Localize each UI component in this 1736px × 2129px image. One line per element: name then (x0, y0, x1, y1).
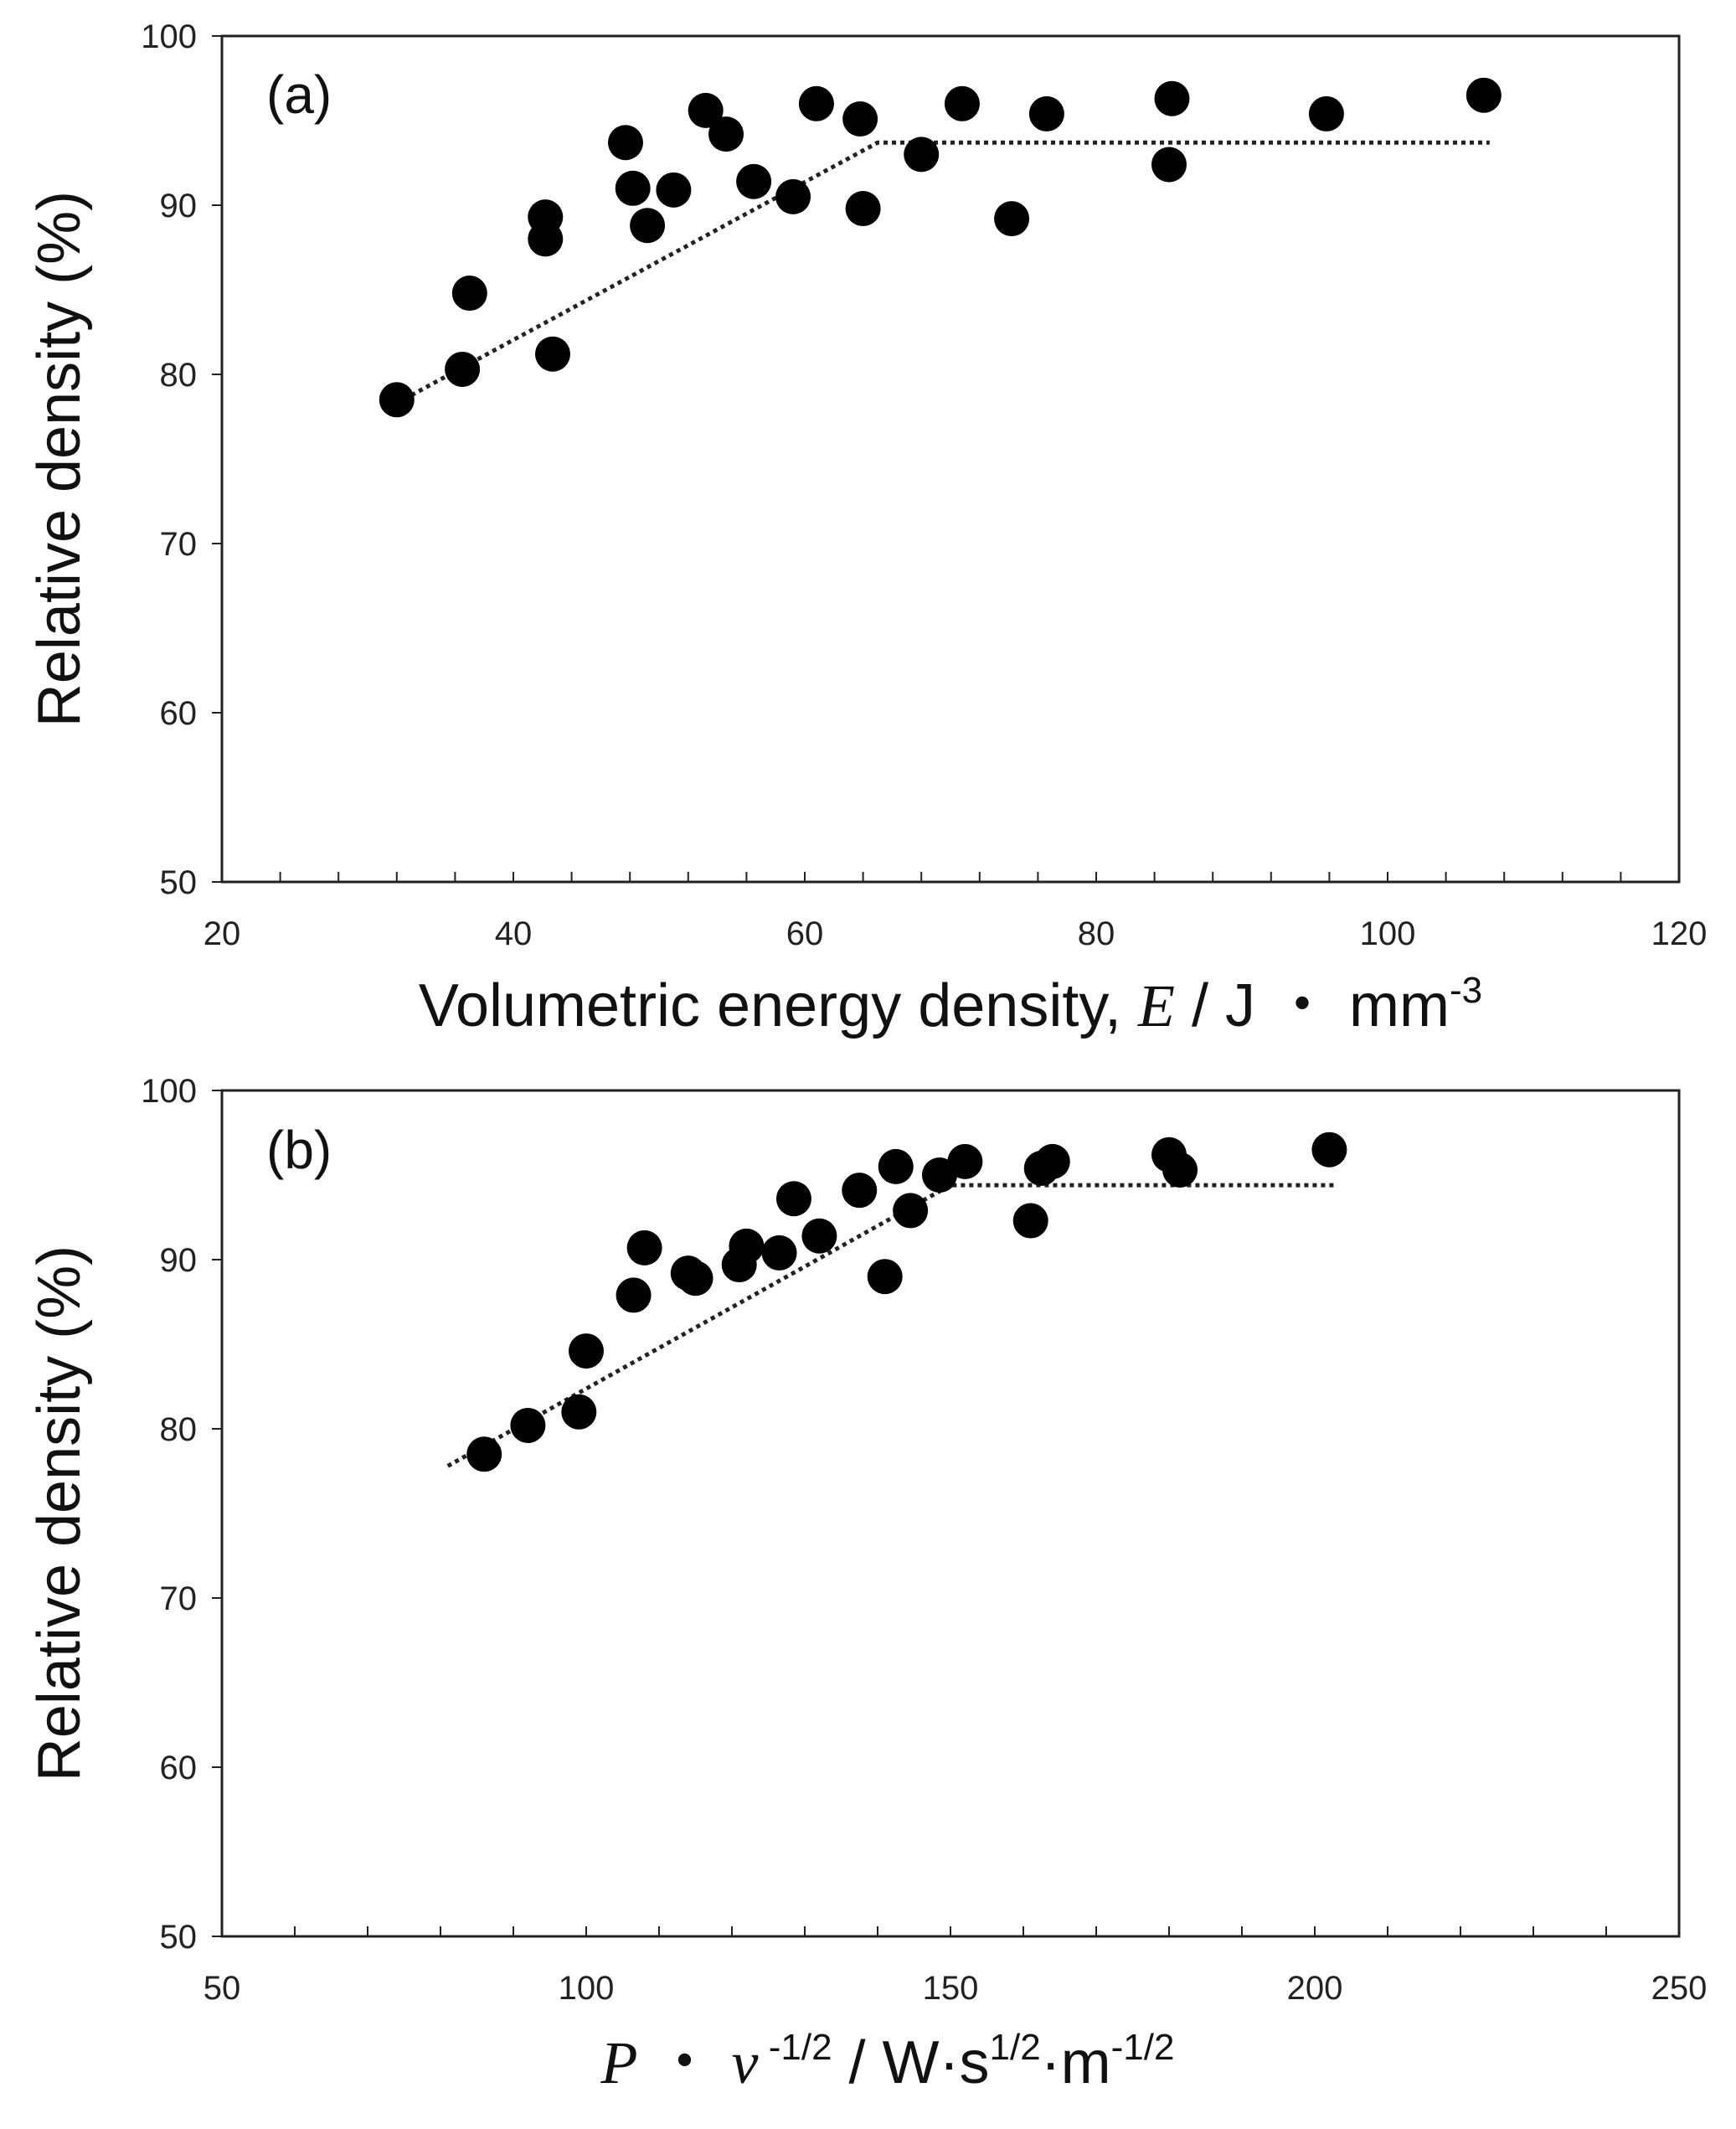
x-axis-label-b-var2: v (732, 2029, 759, 2096)
panel-a-data-point (445, 351, 481, 387)
x-axis-label-a-sup: -3 (1450, 970, 1482, 1011)
plot-frame-b (220, 1089, 1681, 1938)
x-axis-label-b: P ・ v -1/2 / W·s1/2·m-1/2 (600, 2027, 1175, 2096)
panel-b: (b) 50 100 150 200 250 50 60 70 80 90 100 Relative… (26, 1073, 1707, 2096)
panel-b-data-point (569, 1333, 604, 1369)
panel-b-data-point (729, 1228, 765, 1264)
panel-a-data-point (1154, 80, 1190, 116)
x-axis-label-b-sup2: 1/2 (990, 2027, 1041, 2068)
x-axis-label-b-sup3: -1/2 (1111, 2027, 1175, 2068)
y-axis-label-b: Relative density (%) (26, 1245, 93, 1781)
panel-b-data-point (561, 1394, 597, 1430)
panel-b-data-point (893, 1193, 929, 1229)
panel-b-y-tick-label: 60 (160, 1750, 198, 1786)
panel-a-data-point (775, 178, 811, 214)
x-axis-label-b-dot: ・ (638, 2029, 732, 2096)
panel-b-data-point (842, 1173, 878, 1209)
panel-a-data-point (630, 208, 666, 244)
panel-a-x-tick-label: 80 (1078, 915, 1115, 952)
x-axis-label-a-text: Volumetric energy density, (419, 972, 1138, 1039)
panel-b-data-point (1311, 1132, 1347, 1168)
panel-a-x-tick-label: 40 (495, 915, 533, 952)
y-axis-label-a: Relative density (%) (26, 191, 93, 727)
panel-a-y-tick-label: 100 (141, 18, 197, 55)
panel-a-x-tick-label: 60 (786, 915, 824, 952)
panel-b-data-point (510, 1407, 546, 1443)
panel-b-data-point (1012, 1203, 1048, 1239)
panel-a-y-tick-label: 60 (160, 695, 198, 732)
panel-a-data-point (656, 172, 692, 208)
panel-a-data-point (736, 163, 772, 199)
panel-a-data-point (994, 201, 1030, 237)
panel-b-data-point (775, 1181, 811, 1217)
panel-a-data-point (607, 125, 643, 161)
panel-a-data-point (708, 116, 744, 152)
panel-b-y-tick-label: 50 (160, 1919, 198, 1956)
panel-a-data-point (528, 221, 564, 257)
panel-a-data-point (534, 336, 570, 372)
panel-a-data-point (798, 85, 834, 121)
panel-a: (a) 20 40 60 80 100 120 50 60 70 80 90 100 Relative… (26, 18, 1707, 1039)
panel-a-y-tick-label: 70 (160, 526, 198, 563)
panel-a-data-point (1151, 147, 1187, 183)
panel-a-data-point (379, 382, 415, 418)
panel-a-data-point (842, 101, 878, 137)
panel-label-a: (a) (266, 64, 332, 125)
panel-a-data-point (944, 85, 980, 121)
panel-b-data-point (466, 1436, 502, 1472)
panel-b-data-point (626, 1229, 662, 1266)
panel-b-y-tick-label: 90 (160, 1242, 198, 1279)
panel-b-data-point (677, 1260, 713, 1296)
x-axis-label-b-var1: P (600, 2029, 638, 2096)
panel-b-data-point (1034, 1143, 1070, 1179)
panel-b-x-tick-label: 50 (203, 1970, 241, 2007)
x-axis-label-b-unit1: / W·s (832, 2029, 990, 2096)
panel-b-data-point (761, 1235, 797, 1271)
panel-a-x-tick-label: 20 (203, 915, 241, 952)
panel-b-y-tick-label: 80 (160, 1411, 198, 1448)
panel-b-marks: 50 100 150 200 250 50 60 70 80 90 100 (141, 1073, 1707, 2007)
panel-a-data-point (845, 191, 881, 227)
panel-b-y-tick-label: 100 (141, 1073, 197, 1110)
panel-b-data-point (947, 1143, 983, 1179)
x-axis-label-a-var: E (1137, 972, 1175, 1039)
panel-a-y-tick-label: 80 (160, 357, 198, 394)
plot-frame-a (220, 34, 1681, 884)
panel-a-marks: 20 40 60 80 100 120 50 60 70 80 90 100 (141, 18, 1707, 952)
panel-b-y-tick-label: 70 (160, 1580, 198, 1617)
panel-a-x-tick-label: 100 (1360, 915, 1416, 952)
panel-b-x-tick-label: 200 (1287, 1970, 1343, 2007)
panel-a-data-point (615, 170, 651, 206)
x-axis-label-b-unit2: ·m (1041, 2029, 1111, 2096)
panel-a-x-tick-label: 120 (1651, 915, 1708, 952)
panel-a-data-point (451, 276, 487, 312)
panel-label-b: (b) (266, 1120, 332, 1180)
panel-a-y-tick-label: 90 (160, 188, 198, 224)
panel-a-data-point (688, 92, 724, 128)
panel-b-data-point (801, 1218, 837, 1254)
panel-b-data-point (616, 1277, 652, 1313)
panel-a-data-point (1308, 95, 1344, 131)
x-axis-label-b-sup1: -1/2 (759, 2027, 832, 2068)
panel-b-trend-line (446, 1183, 1337, 1468)
panel-a-trend-line (395, 140, 1490, 405)
panel-b-data-point (867, 1259, 903, 1295)
panel-b-data-point (1162, 1152, 1198, 1188)
panel-b-x-tick-label: 100 (559, 1970, 615, 2007)
panel-b-x-tick-label: 250 (1651, 1970, 1708, 2007)
panel-a-y-tick-label: 50 (160, 864, 198, 901)
panel-b-x-tick-label: 150 (923, 1970, 979, 2007)
panel-a-data-point (904, 137, 940, 173)
x-axis-label-a: Volumetric energy density, E / J ・ mm-3 (419, 970, 1482, 1039)
panel-a-data-point (1028, 95, 1064, 131)
x-axis-label-a-unit: / J ・ mm (1175, 972, 1450, 1039)
panel-b-data-point (878, 1148, 914, 1184)
panel-a-data-point (1466, 77, 1502, 113)
